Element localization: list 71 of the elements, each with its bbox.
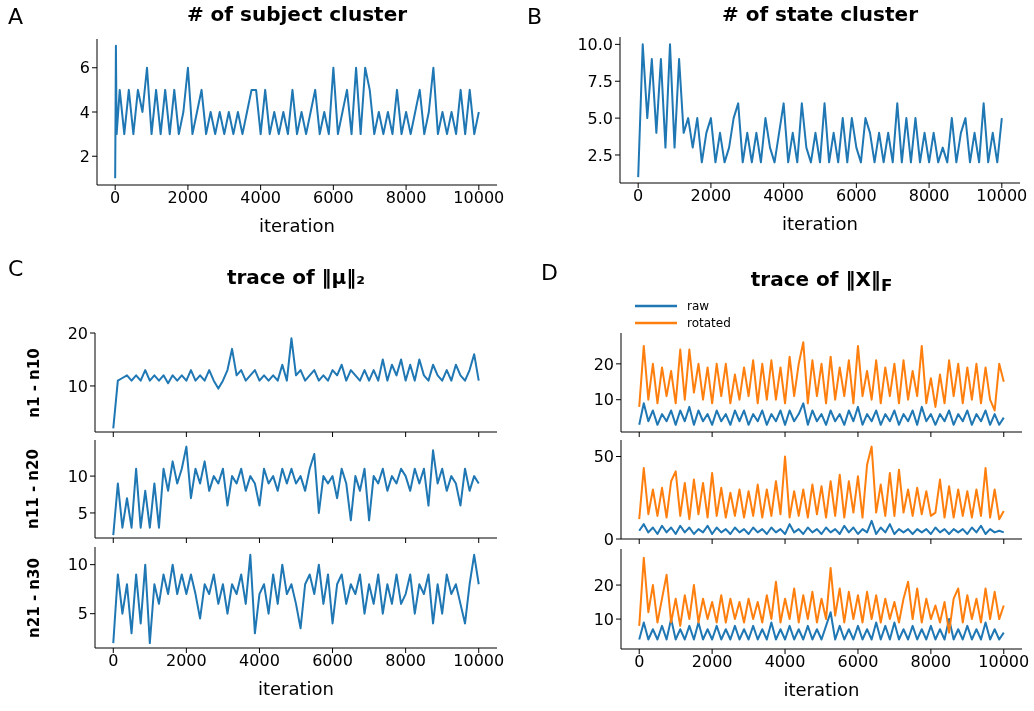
x-tick-label: 4000	[763, 186, 804, 206]
x-tick-label: 0	[108, 651, 119, 671]
x-tick-label: 10000	[976, 186, 1028, 206]
x-tick-label: 6000	[313, 188, 354, 208]
chart-title: trace of ‖μ‖₂	[225, 265, 367, 289]
y-tick-label: 10	[67, 555, 88, 575]
y-tick-label: 0	[603, 529, 614, 549]
y-axis-title: n21 - n30	[23, 556, 43, 640]
x-tick-label: 2000	[691, 652, 733, 672]
line-series	[637, 43, 1003, 179]
text: B	[527, 4, 543, 29]
x-tick-label: 10000	[453, 188, 505, 208]
y-tick-label: 6	[79, 58, 90, 78]
y-tick-label: 10	[67, 466, 88, 486]
line-series	[638, 556, 1005, 634]
x-tick-label: 2000	[166, 651, 207, 671]
text: C	[8, 256, 24, 281]
y-tick-label: 4	[79, 102, 90, 122]
y-tick-label: 10	[593, 609, 614, 629]
x-tick-label: 0	[634, 652, 645, 672]
x-tick-label: 8000	[385, 651, 426, 671]
x-tick-label: 4000	[239, 651, 280, 671]
x-axis-title: iteration	[782, 679, 861, 700]
line-series	[638, 341, 1005, 412]
line-series	[112, 337, 480, 430]
y-tick-label: 5	[77, 604, 88, 624]
line-series	[112, 553, 480, 645]
x-tick-label: 2000	[167, 188, 209, 208]
x-tick-label: 10000	[453, 651, 505, 671]
x-tick-label: 6000	[836, 186, 877, 206]
x-tick-label: 8000	[385, 188, 427, 208]
y-tick-label: 10.0	[577, 35, 613, 55]
y-tick-label: 20	[67, 323, 88, 343]
y-tick-label: 20	[593, 575, 614, 595]
line-series	[112, 445, 480, 537]
y-tick-label: 2	[79, 146, 90, 166]
line-series	[638, 519, 1005, 536]
line-series	[638, 402, 1005, 426]
x-tick-label: 4000	[764, 652, 806, 672]
x-tick-label: 6000	[837, 652, 879, 672]
y-tick-label: 5.0	[587, 108, 613, 128]
legend-label: rotated	[687, 315, 731, 330]
y-tick-label: 5	[77, 503, 88, 523]
line-series	[638, 445, 1005, 521]
y-tick-label: 10	[593, 390, 614, 410]
line-series	[638, 611, 1005, 641]
chart-title: # of state cluster	[721, 2, 919, 26]
line-series	[114, 44, 480, 180]
y-axis-title: n1 - n10	[23, 346, 43, 420]
x-tick-label: 4000	[240, 188, 281, 208]
y-tick-label: 2.5	[587, 145, 613, 165]
x-tick-label: 8000	[910, 652, 952, 672]
x-axis-title: iteration	[256, 678, 335, 699]
x-tick-label: 6000	[312, 651, 353, 671]
text: A	[8, 4, 24, 29]
y-tick-label: 50	[593, 447, 614, 467]
y-tick-label: 7.5	[587, 71, 613, 91]
x-tick-label: 0	[633, 186, 644, 206]
x-tick-label: 8000	[908, 186, 950, 206]
y-tick-label: 20	[593, 354, 614, 374]
text: D	[541, 260, 558, 285]
y-tick-label: 10	[67, 376, 88, 396]
x-axis-title: iteration	[780, 213, 859, 234]
y-axis-title: n11 - n20	[23, 448, 43, 531]
x-tick-label: 0	[110, 188, 121, 208]
legend-label: raw	[687, 298, 710, 313]
x-tick-label: 10000	[978, 652, 1030, 672]
x-axis-title: iteration	[257, 215, 336, 236]
x-tick-label: 2000	[690, 186, 732, 206]
chart-title: # of subject cluster	[185, 2, 409, 26]
chart-title: trace of ‖X‖$_{F}$	[749, 267, 894, 295]
